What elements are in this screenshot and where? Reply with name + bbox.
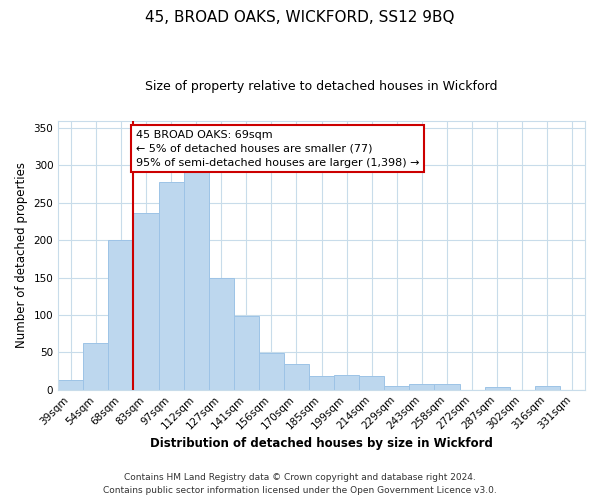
Title: Size of property relative to detached houses in Wickford: Size of property relative to detached ho… [145,80,498,93]
Bar [58,380,83,390]
Bar [535,386,560,390]
Text: 45, BROAD OAKS, WICKFORD, SS12 9BQ: 45, BROAD OAKS, WICKFORD, SS12 9BQ [145,10,455,25]
Bar [359,376,385,390]
Y-axis label: Number of detached properties: Number of detached properties [15,162,28,348]
Bar [83,342,109,390]
X-axis label: Distribution of detached houses by size in Wickford: Distribution of detached houses by size … [150,437,493,450]
Bar [434,384,460,390]
Bar [259,353,284,390]
Bar [234,316,259,390]
Bar [309,376,334,390]
Bar [133,212,158,390]
Text: Contains HM Land Registry data © Crown copyright and database right 2024.
Contai: Contains HM Land Registry data © Crown c… [103,473,497,495]
Bar [334,375,359,390]
Bar [209,278,234,390]
Bar [109,240,133,390]
Bar [158,182,184,390]
Bar [284,364,309,390]
Bar [184,172,209,390]
Bar [485,386,510,390]
Text: 45 BROAD OAKS: 69sqm
← 5% of detached houses are smaller (77)
95% of semi-detach: 45 BROAD OAKS: 69sqm ← 5% of detached ho… [136,130,419,168]
Bar [385,386,409,390]
Bar [409,384,434,390]
